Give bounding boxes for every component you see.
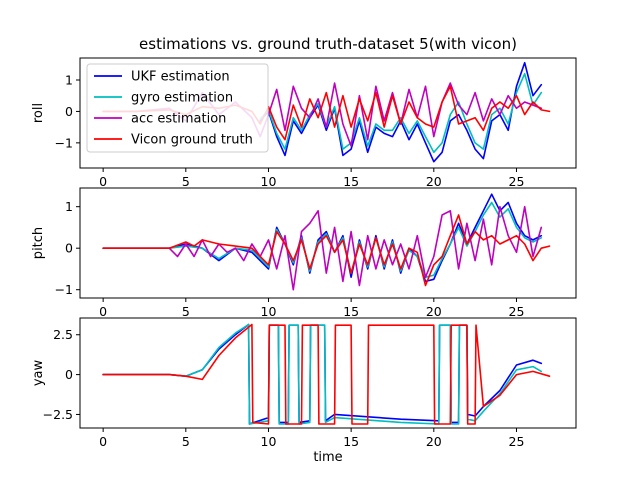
y-tick-label-pitch-0: −1 (55, 282, 73, 297)
legend-label-1: gyro estimation (131, 91, 233, 106)
y-tick-label-roll-1: 0 (65, 104, 73, 119)
x-tick-label-yaw-0: 0 (99, 434, 107, 449)
panel-yaw: 0 5 10 15 20 25 −2.5 0 2.5 yaw time (31, 317, 577, 465)
y-tick-label-yaw-1: 0 (65, 367, 73, 382)
x-tick-label-pitch-4: 20 (426, 304, 442, 319)
series-line-pitch-2 (168, 205, 543, 291)
x-tick-label-yaw-2: 10 (261, 434, 277, 449)
x-tick-label-pitch-3: 15 (343, 304, 359, 319)
plot-frame-roll (79, 57, 577, 169)
plot-frame-yaw (79, 317, 577, 429)
series-line-roll-1 (259, 72, 543, 154)
x-tick-label-roll-0: 0 (99, 174, 107, 189)
series-line-pitch-3 (102, 214, 551, 287)
y-axis-label-roll: roll (31, 103, 46, 123)
chart-title: estimations vs. ground truth-dataset 5(w… (139, 35, 517, 53)
y-tick-label-yaw-2: 2.5 (53, 327, 73, 342)
y-tick-label-yaw-0: −2.5 (43, 407, 73, 422)
x-tick-label-roll-2: 10 (261, 174, 277, 189)
x-tick-label-pitch-1: 5 (182, 304, 190, 319)
x-axis-label: time (313, 450, 342, 465)
x-tick-label-roll-3: 15 (343, 174, 359, 189)
legend-box (86, 63, 269, 153)
y-tick-label-roll-2: 1 (65, 73, 73, 88)
plot-frame-pitch (79, 187, 577, 299)
x-tick-label-pitch-5: 25 (509, 304, 525, 319)
legend-label-0: UKF estimation (131, 70, 230, 85)
x-tick-label-roll-1: 5 (182, 174, 190, 189)
y-tick-label-pitch-1: 0 (65, 241, 73, 256)
y-tick-label-pitch-2: 1 (65, 199, 73, 214)
legend: UKF estimation gyro estimation acc estimat… (86, 63, 269, 153)
x-tick-label-roll-5: 25 (509, 174, 525, 189)
y-axis-label-pitch: pitch (31, 227, 46, 259)
series-line-pitch-0 (102, 193, 543, 283)
x-tick-label-yaw-5: 25 (509, 434, 525, 449)
legend-label-3: Vicon ground truth (131, 133, 253, 148)
x-tick-label-pitch-2: 10 (261, 304, 277, 319)
y-axis-label-yaw: yaw (31, 359, 46, 386)
series-line-yaw-2 (102, 323, 551, 425)
y-tick-label-roll-0: −1 (55, 135, 73, 150)
legend-label-2: acc estimation (131, 112, 226, 127)
x-tick-label-yaw-1: 5 (182, 434, 190, 449)
x-tick-label-roll-4: 20 (426, 174, 442, 189)
panel-pitch: 0 5 10 15 20 25 −1 0 1 pitch (31, 187, 577, 319)
x-tick-label-pitch-0: 0 (99, 304, 107, 319)
x-tick-label-yaw-3: 15 (343, 434, 359, 449)
x-tick-label-yaw-4: 20 (426, 434, 442, 449)
